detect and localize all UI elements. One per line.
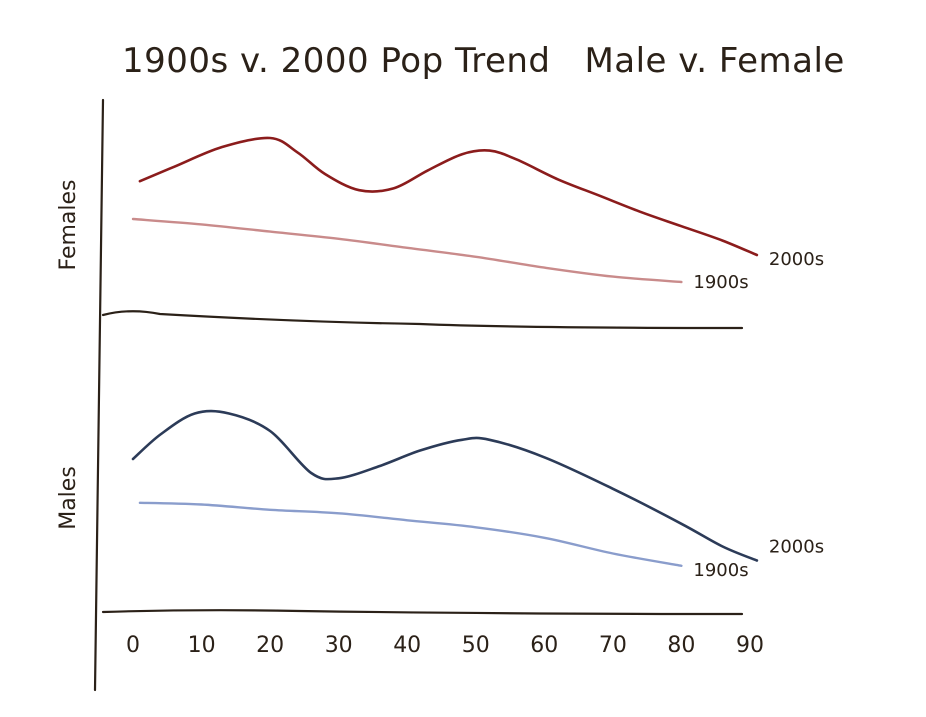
females-panel-label: Females xyxy=(56,179,81,270)
y-axis xyxy=(93,98,105,692)
x-tick-label: 20 xyxy=(256,633,284,658)
males-panel-label: Males xyxy=(56,466,81,530)
females-2000s-line xyxy=(138,136,759,257)
females-1900s-label: 1900s xyxy=(693,272,748,293)
x-tick-label: 0 xyxy=(126,633,140,658)
x-tick-label: 60 xyxy=(530,633,558,658)
males-1900s-label: 1900s xyxy=(693,560,748,581)
females-2000s-label: 2000s xyxy=(769,249,824,270)
series-labels: 2000s 1900s 2000s 1900s xyxy=(693,249,824,581)
x-axis xyxy=(101,609,744,616)
x-tick-label: 50 xyxy=(462,633,490,658)
males-2000s-label: 2000s xyxy=(769,537,824,558)
x-tick-label: 90 xyxy=(736,633,764,658)
females-1900s-line xyxy=(131,217,683,284)
x-tick-label: 40 xyxy=(393,633,421,658)
chart-title: 1900s v. 2000 Pop Trend Male v. Female xyxy=(122,41,845,81)
x-tick-label: 70 xyxy=(599,633,627,658)
males-2000s-line xyxy=(131,409,759,562)
series-layer xyxy=(131,136,759,567)
x-tick-label: 30 xyxy=(325,633,353,658)
x-tick-label: 10 xyxy=(188,633,216,658)
females-baseline xyxy=(101,310,744,330)
x-tick-labels: 0 10 20 30 40 50 60 70 80 90 xyxy=(126,633,764,658)
x-tick-label: 80 xyxy=(667,633,695,658)
males-1900s-line xyxy=(138,501,683,567)
